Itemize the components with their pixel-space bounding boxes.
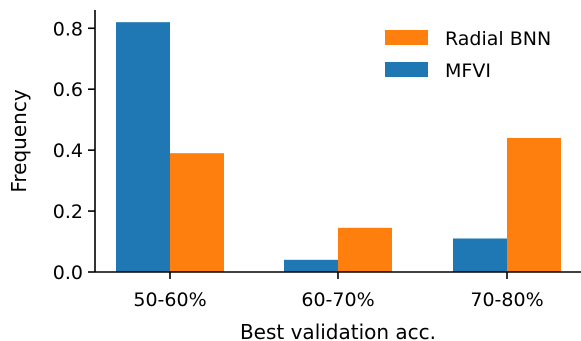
bars-group	[116, 22, 561, 272]
bar-radial-bnn-2	[507, 137, 561, 272]
x-tick-label-0: 50-60%	[133, 289, 206, 311]
x-tick-label-1: 60-70%	[301, 289, 374, 311]
y-tick-label-2: 0.4	[53, 140, 83, 162]
legend-swatch-radial-bnn	[385, 30, 428, 45]
y-ticks-group: 0.0 0.2 0.4 0.6 0.8	[53, 18, 95, 284]
bar-mfvi-2	[453, 238, 507, 272]
y-axis-label: Frequency	[7, 89, 31, 192]
legend-label-mfvi: MFVI	[445, 60, 491, 82]
legend-label-radial-bnn: Radial BNN	[445, 28, 551, 50]
bar-mfvi-1	[284, 259, 338, 272]
y-tick-label-0: 0.0	[53, 262, 83, 284]
y-tick-label-4: 0.8	[53, 18, 83, 40]
legend-swatch-mfvi	[385, 62, 428, 77]
x-ticks-group: 50-60% 60-70% 70-80%	[133, 272, 544, 311]
y-tick-label-3: 0.6	[53, 79, 83, 101]
bar-radial-bnn-1	[338, 227, 392, 272]
x-tick-label-2: 70-80%	[470, 289, 543, 311]
bar-radial-bnn-0	[170, 153, 224, 272]
bar-mfvi-0	[116, 22, 170, 272]
legend: Radial BNN MFVI	[385, 28, 551, 82]
x-axis-label: Best validation acc.	[240, 320, 436, 341]
y-tick-label-1: 0.2	[53, 201, 83, 223]
